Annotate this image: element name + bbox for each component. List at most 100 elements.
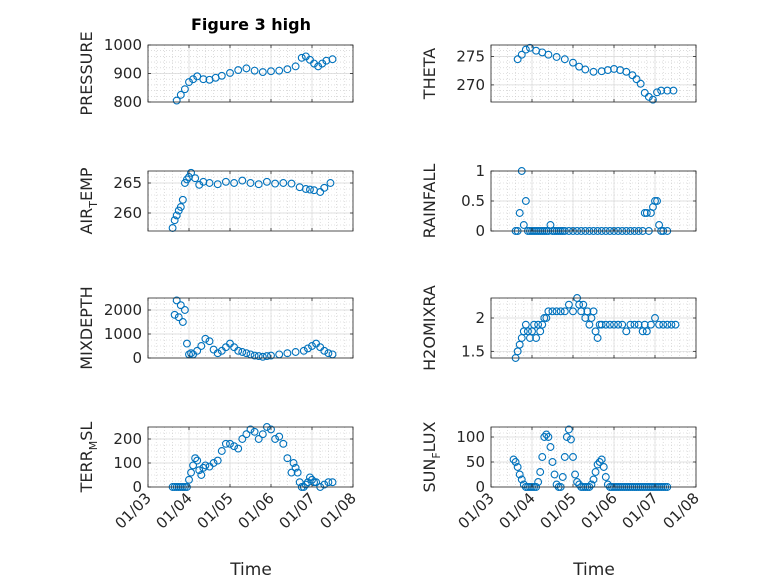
data-point bbox=[254, 435, 263, 443]
y-axis-label: THETA bbox=[420, 48, 439, 100]
data-point bbox=[571, 470, 579, 479]
data-point bbox=[546, 443, 555, 451]
data-point bbox=[646, 320, 655, 329]
data-point bbox=[569, 307, 577, 316]
data-point bbox=[544, 307, 553, 316]
data-point bbox=[267, 351, 275, 360]
data-point bbox=[640, 209, 649, 217]
data-point bbox=[258, 430, 267, 439]
data-point bbox=[291, 463, 300, 472]
data-point bbox=[651, 314, 659, 322]
data-point bbox=[193, 456, 202, 465]
y-axis-label: AIRTEMP bbox=[77, 167, 100, 234]
data-point bbox=[515, 209, 524, 217]
data-point bbox=[560, 307, 569, 316]
y-tick-label: 0 bbox=[475, 478, 485, 496]
data-point bbox=[532, 334, 541, 342]
data-point bbox=[234, 66, 243, 75]
data-point bbox=[289, 459, 298, 467]
y-tick-label: 1000 bbox=[104, 325, 142, 343]
data-point bbox=[254, 352, 263, 361]
data-point bbox=[230, 179, 239, 187]
axes-frame bbox=[490, 44, 697, 103]
data-point bbox=[287, 468, 296, 477]
data-point bbox=[250, 351, 259, 360]
data-point bbox=[651, 197, 659, 205]
data-point bbox=[246, 179, 255, 187]
data-point bbox=[238, 348, 247, 356]
y-axis-label: MIXDEPTH bbox=[77, 286, 96, 369]
data-point bbox=[513, 55, 522, 64]
data-point bbox=[324, 349, 333, 358]
data-point bbox=[320, 480, 329, 489]
y-tick-label: 1000 bbox=[104, 36, 142, 54]
data-point bbox=[671, 320, 680, 329]
y-tick-label: 800 bbox=[113, 93, 142, 111]
data-point bbox=[176, 301, 185, 310]
data-point bbox=[566, 435, 575, 444]
x-axis-label-right: Time bbox=[572, 560, 615, 580]
data-point bbox=[213, 180, 222, 189]
data-point bbox=[640, 88, 649, 97]
data-point bbox=[242, 349, 251, 358]
data-point bbox=[293, 468, 302, 477]
data-point bbox=[540, 314, 549, 322]
axes-frame bbox=[490, 297, 697, 359]
x-tick-label: 01/04 bbox=[496, 489, 539, 532]
data-point bbox=[655, 320, 664, 329]
data-point bbox=[168, 224, 177, 232]
data-point bbox=[552, 480, 561, 489]
y-tick-label: 2000 bbox=[104, 301, 142, 319]
data-point bbox=[630, 320, 639, 329]
data-point bbox=[262, 352, 271, 361]
axes-frame bbox=[147, 426, 354, 488]
data-point bbox=[303, 478, 312, 487]
data-point bbox=[513, 463, 522, 471]
data-point bbox=[597, 320, 606, 329]
data-point bbox=[517, 475, 526, 484]
y-axis-label: PRESSURE bbox=[77, 31, 96, 115]
data-point bbox=[312, 478, 321, 487]
data-point bbox=[534, 478, 543, 486]
data-point bbox=[170, 216, 179, 225]
data-point bbox=[234, 444, 243, 453]
data-point bbox=[271, 435, 280, 443]
data-point bbox=[648, 95, 657, 104]
data-point bbox=[626, 320, 635, 329]
y-axis-label: SUNFLUX bbox=[420, 421, 443, 492]
data-point bbox=[542, 430, 551, 439]
data-point bbox=[320, 346, 329, 355]
y-tick-label: 900 bbox=[113, 65, 142, 83]
data-point bbox=[193, 72, 202, 81]
data-point bbox=[201, 334, 210, 343]
data-point bbox=[201, 461, 210, 470]
data-point bbox=[238, 176, 247, 185]
data-point bbox=[595, 320, 604, 329]
data-point bbox=[324, 478, 333, 487]
data-point bbox=[185, 475, 193, 484]
x-tick-label: 01/04 bbox=[153, 489, 196, 532]
data-point bbox=[636, 79, 645, 88]
data-point bbox=[275, 432, 284, 441]
data-point bbox=[303, 344, 312, 353]
data-point bbox=[291, 348, 300, 356]
x-axis-label-left: Time bbox=[229, 560, 272, 580]
subplot-air-temp: 260 265 AIRTEMP bbox=[77, 167, 354, 235]
data-point bbox=[183, 175, 191, 184]
data-point bbox=[583, 307, 592, 316]
data-point bbox=[328, 478, 337, 487]
data-point bbox=[283, 65, 292, 74]
data-point bbox=[226, 439, 234, 448]
data-point bbox=[569, 453, 577, 461]
subplot-terr-msl: 010020001/0301/0401/0501/0601/0701/08TER… bbox=[77, 422, 360, 533]
data-point bbox=[306, 185, 314, 194]
data-point bbox=[172, 296, 181, 305]
data-point bbox=[538, 453, 547, 461]
data-point bbox=[544, 433, 553, 441]
data-point bbox=[213, 349, 222, 358]
data-point bbox=[193, 346, 202, 355]
data-point bbox=[176, 203, 185, 211]
data-point bbox=[246, 425, 255, 434]
data-point bbox=[622, 67, 631, 76]
subplot-h2omixra: 1.5 2 H2OMIXRA bbox=[420, 285, 697, 371]
